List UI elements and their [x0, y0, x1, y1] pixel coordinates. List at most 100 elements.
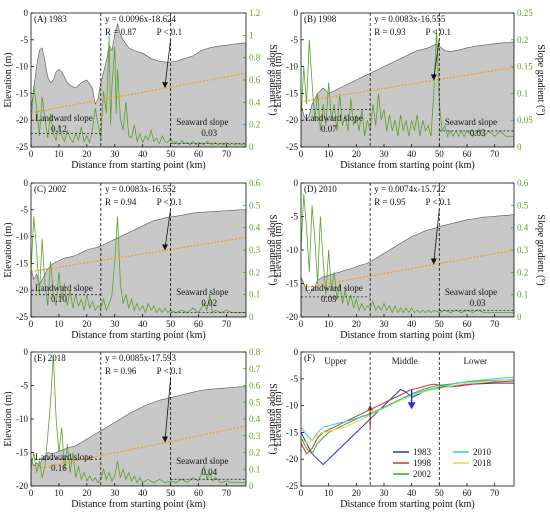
- correlation-r: R = 0.95: [374, 197, 406, 207]
- y-tick-label: -20: [286, 312, 298, 322]
- correlation-r: R = 0.94: [105, 197, 137, 207]
- correlation-r: R = 0.87: [105, 27, 137, 37]
- x-tick-label: 30: [379, 319, 389, 329]
- y2-tick-label: 0.5: [517, 200, 529, 210]
- y2-tick-label: 0.4: [249, 414, 261, 424]
- x-tick-label: 70: [222, 149, 232, 159]
- plot-area: [301, 194, 514, 317]
- y-tick-label: -25: [16, 142, 28, 152]
- y-axis-title: Elevation (m): [273, 52, 284, 107]
- y2-tick-label: 0: [249, 142, 254, 152]
- x-tick-label: 50: [435, 488, 445, 498]
- panel-label: (F): [304, 353, 315, 363]
- y2-tick-label: 0: [249, 312, 254, 322]
- p-value: P < 0.1: [157, 366, 183, 376]
- y2-axis-title: Slope gradient (°): [267, 214, 278, 285]
- y-tick-label: -5: [21, 205, 29, 215]
- landward-slope-label: Landward slope: [35, 452, 93, 462]
- y-tick-label: 0: [24, 178, 29, 188]
- panel-label: (B) 1998: [304, 14, 337, 24]
- plot-frame: [300, 12, 515, 148]
- x-axis-title: Distance from starting point (km): [340, 499, 474, 510]
- fit-trend-line: [31, 425, 246, 471]
- seaward-slope-label: Seaward slope: [445, 117, 497, 127]
- plot-frame: [30, 182, 247, 318]
- y-tick-label: 0: [294, 178, 299, 188]
- x-tick-label: 20: [82, 319, 92, 329]
- y2-tick-label: 0.1: [249, 464, 260, 474]
- y2-tick-label: 0.25: [517, 8, 533, 18]
- y2-tick-label: 0.3: [249, 245, 261, 255]
- zone-label-middle: Middle: [392, 356, 418, 366]
- x-axis-title: Distance from starting point (km): [340, 330, 474, 341]
- y2-tick-label: 0.1: [517, 290, 528, 300]
- y2-tick-label: 0.15: [517, 62, 533, 72]
- x-tick-label: 70: [222, 319, 232, 329]
- legend-label-2018: 2018: [473, 458, 492, 468]
- zone-label-upper: Upper: [324, 356, 347, 366]
- change-arrow-blue-head: [407, 402, 416, 410]
- y-axis-title: Elevation (m): [273, 391, 284, 446]
- fit-equation: y = 0.0083x-16.555: [374, 14, 446, 24]
- plot-area: [301, 29, 514, 147]
- y2-tick-label: 0.1: [249, 290, 260, 300]
- x-tick-label: 50: [166, 149, 176, 159]
- y2-tick-label: 0.6: [517, 178, 529, 188]
- y-tick-label: -15: [16, 448, 28, 458]
- y-tick-label: -25: [286, 142, 298, 152]
- correlation-r: R = 0.93: [374, 27, 406, 37]
- y-axis-title: Elevation (m): [273, 222, 284, 277]
- slope-gradient-line: [301, 194, 514, 314]
- fit-equation: y = 0.0083x-16.552: [105, 184, 176, 194]
- x-tick-label: 50: [166, 319, 176, 329]
- fit-arrow-head: [162, 436, 169, 443]
- y-tick-label: -5: [291, 212, 299, 222]
- fit-trend-line: [301, 66, 514, 103]
- x-tick-label: 40: [407, 488, 417, 498]
- x-tick-label: 40: [407, 149, 417, 159]
- fit-arrow: [164, 38, 172, 87]
- y2-axis-title: Slope gradient (°): [267, 44, 278, 115]
- y-tick-label: -20: [286, 454, 298, 464]
- series-line-1998: [301, 380, 514, 455]
- slope-gradient-line: [301, 29, 514, 138]
- y2-tick-label: 0.2: [249, 267, 260, 277]
- x-tick-label: 20: [82, 149, 92, 159]
- y-tick-label: -5: [291, 35, 299, 45]
- y2-tick-label: 1: [249, 30, 254, 40]
- y-tick-label: 0: [294, 347, 299, 357]
- x-tick-label: 20: [82, 488, 92, 498]
- x-tick-label: 50: [435, 319, 445, 329]
- fit-trend-line: [301, 249, 514, 290]
- y2-tick-label: 0.6: [249, 178, 261, 188]
- zone-label-lower: Lower: [464, 356, 488, 366]
- y-tick-label: -10: [16, 62, 28, 72]
- seaward-slope-value: 0.04: [201, 467, 217, 477]
- y-tick-label: -20: [16, 481, 28, 491]
- y-tick-label: -10: [286, 401, 298, 411]
- x-tick-label: 0: [299, 149, 304, 159]
- fit-arrow-head: [162, 82, 169, 89]
- plot-area: [301, 376, 514, 466]
- seaward-slope-label: Seaward slope: [445, 287, 497, 297]
- y-tick-label: 0: [24, 8, 29, 18]
- y2-tick-label: 0.8: [249, 53, 261, 63]
- y2-tick-label: 0.1: [517, 88, 528, 98]
- plot-area: [31, 22, 246, 147]
- series-line-2002: [301, 378, 514, 455]
- x-tick-label: 10: [54, 488, 64, 498]
- fit-arrow: [433, 38, 440, 79]
- landward-slope-label: Landward slope: [305, 113, 363, 123]
- x-tick-label: 0: [29, 149, 34, 159]
- fit-arrow: [164, 377, 172, 441]
- fit-trend-line: [31, 236, 246, 273]
- y-tick-label: -25: [16, 312, 28, 322]
- panel-label: (A) 1983: [34, 14, 67, 24]
- panel-label: (D) 2010: [304, 184, 337, 194]
- p-value: P < 0.1: [425, 197, 451, 207]
- x-tick-label: 10: [324, 319, 334, 329]
- landward-slope-value: 0.10: [51, 294, 67, 304]
- y2-tick-label: 0.3: [249, 431, 261, 441]
